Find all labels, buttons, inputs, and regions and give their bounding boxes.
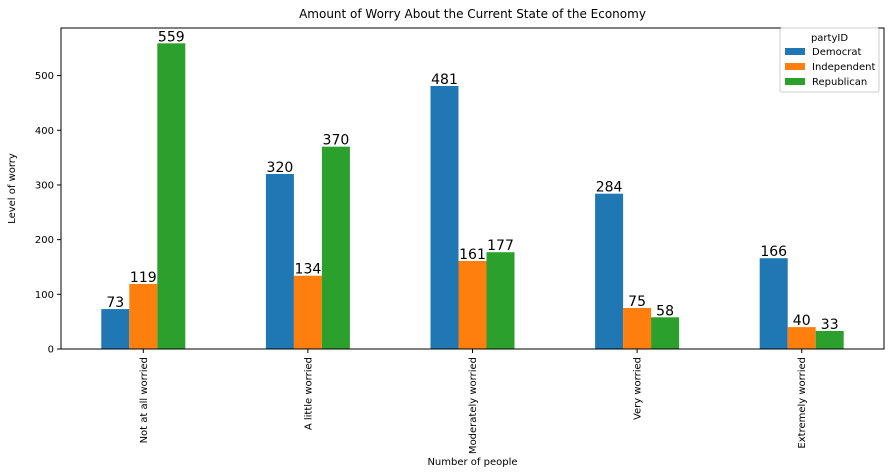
y-tick-label: 0 xyxy=(48,345,54,356)
legend-label-democrat: Democrat xyxy=(812,47,861,58)
x-tick-label: Not at all worried xyxy=(139,357,150,443)
bar-value-label: 161 xyxy=(459,247,486,263)
legend-swatch-republican xyxy=(785,78,805,85)
bar-republican-5 xyxy=(815,330,844,349)
y-tick-label: 100 xyxy=(35,290,54,301)
bar-value-label: 177 xyxy=(487,238,514,254)
legend-items: Democrat Independent Republican xyxy=(785,47,875,88)
x-axis: Not at all worried A little worried Modera… xyxy=(139,349,808,454)
bar-democrat-2 xyxy=(265,174,294,349)
bar-independent-4 xyxy=(623,307,652,349)
y-tick-label: 200 xyxy=(35,235,54,246)
chart-title: Amount of Worry About the Current State … xyxy=(299,7,646,21)
x-tick-label: Extremely worried xyxy=(797,357,808,449)
x-axis-title: Number of people xyxy=(427,457,517,468)
bar-value-label: 119 xyxy=(130,270,157,286)
legend-box xyxy=(779,27,880,93)
legend-swatch-independent xyxy=(785,63,805,70)
bar-value-label: 73 xyxy=(106,295,124,311)
bar-value-label: 134 xyxy=(295,262,322,278)
bar-democrat-3 xyxy=(430,85,459,349)
bar-independent-1 xyxy=(129,283,158,349)
bar-value-label: 284 xyxy=(596,180,623,196)
bar-value-label: 75 xyxy=(628,294,646,310)
bar-value-label: 40 xyxy=(793,313,811,329)
bar-value-label: 58 xyxy=(656,303,674,319)
bar-value-label: 370 xyxy=(323,133,350,149)
bar-republican-4 xyxy=(651,317,680,349)
legend-title: partyID xyxy=(811,33,848,44)
x-tick-label: A little worried xyxy=(303,357,314,430)
bar-independent-5 xyxy=(787,327,816,349)
y-tick-label: 400 xyxy=(35,126,54,137)
bar-value-label: 33 xyxy=(821,317,839,333)
x-tick-label: Very worried xyxy=(633,357,644,420)
y-tick-label: 500 xyxy=(35,71,54,82)
bar-independent-3 xyxy=(458,260,487,349)
bar-democrat-4 xyxy=(595,193,624,349)
legend-swatch-democrat xyxy=(785,48,805,55)
y-axis-title: Level of worry xyxy=(7,153,18,224)
bar-value-label: 481 xyxy=(431,72,458,88)
x-tick-label: Moderately worried xyxy=(468,357,479,454)
bar-republican-1 xyxy=(157,43,186,349)
bar-republican-3 xyxy=(486,252,515,349)
bar-republican-2 xyxy=(321,146,350,349)
bar-value-label: 166 xyxy=(760,244,787,260)
y-axis: 0 100 200 300 400 500 xyxy=(35,71,61,356)
bar-independent-2 xyxy=(293,275,322,349)
legend: partyID Democrat Independent Republican xyxy=(779,27,880,93)
legend-label-republican: Republican xyxy=(812,77,867,88)
bar-democrat-1 xyxy=(101,309,130,349)
bars-layer xyxy=(101,43,844,349)
bar-value-label: 559 xyxy=(158,29,185,45)
bar-democrat-5 xyxy=(759,258,788,349)
bar-value-label: 320 xyxy=(267,160,294,176)
y-tick-label: 300 xyxy=(35,180,54,191)
legend-label-independent: Independent xyxy=(812,62,875,73)
